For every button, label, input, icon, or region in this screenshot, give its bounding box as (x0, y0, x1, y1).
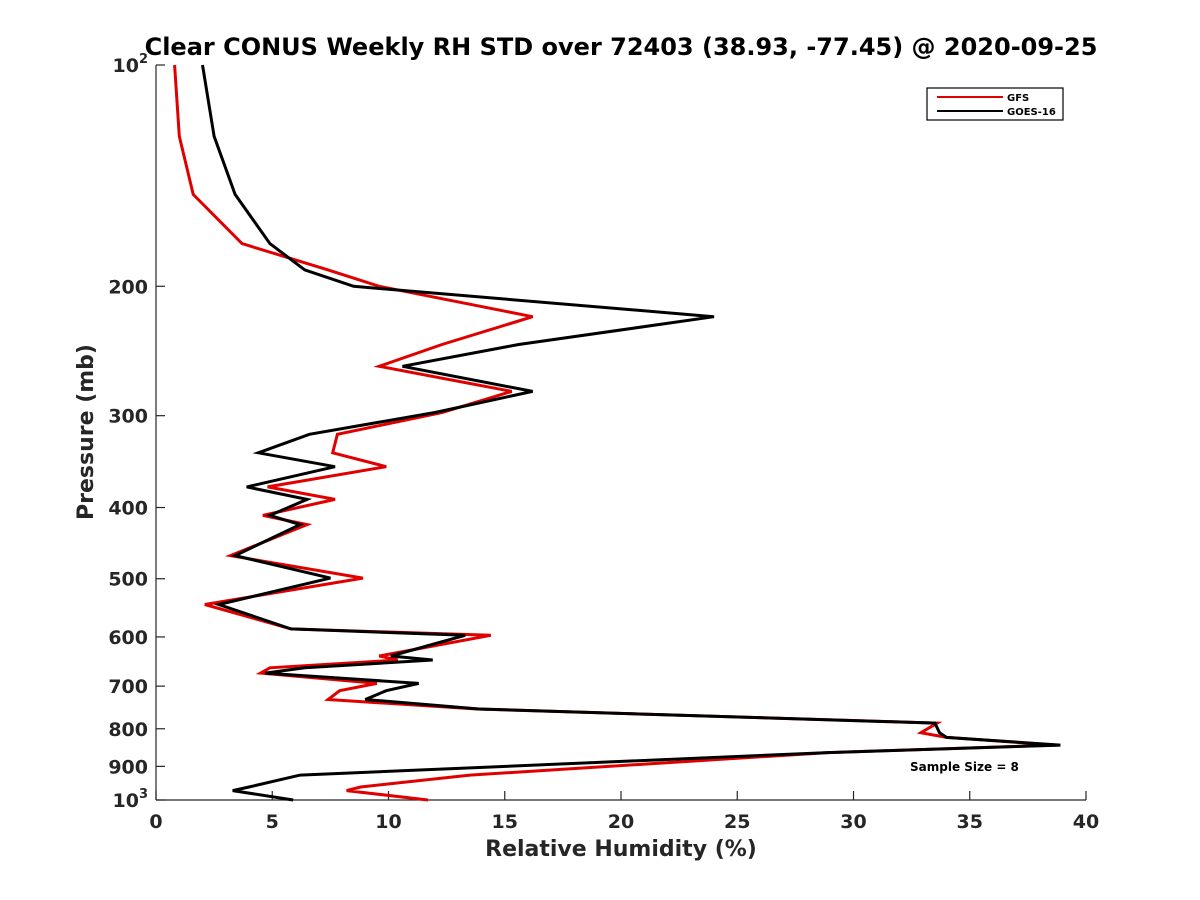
x-ticks: 0 5 10 15 20 25 30 35 40 (149, 791, 1099, 833)
y-tick-label-1000: 103 (113, 787, 149, 812)
y-tick-label-700: 700 (108, 676, 148, 698)
x-tick-label-40: 40 (1073, 811, 1099, 833)
y-tick-label-200: 200 (108, 276, 148, 298)
sample-size-annotation: Sample Size = 8 (910, 760, 1019, 774)
x-tick-label-30: 30 (840, 811, 866, 833)
x-tick-label-25: 25 (724, 811, 750, 833)
axes (155, 65, 1086, 801)
x-tick-label-15: 15 (492, 811, 518, 833)
y-tick-label-600: 600 (108, 627, 148, 649)
x-tick-label-5: 5 (266, 811, 279, 833)
y-axis-label: Pressure (mb) (74, 344, 99, 520)
x-tick-label-0: 0 (149, 811, 162, 833)
series-lines (173, 64, 1061, 802)
y-tick-label-800: 800 (108, 719, 148, 741)
series-line-goes-16 (201, 64, 1061, 802)
legend: GFS GOES-16 (926, 87, 1064, 121)
legend-label-goes-16: GOES-16 (1007, 107, 1056, 118)
series-line-gfs (173, 64, 1056, 802)
y-tick-label-400: 400 (108, 498, 148, 520)
x-tick-label-35: 35 (957, 811, 983, 833)
x-axis-label: Relative Humidity (%) (485, 837, 757, 862)
legend-box (926, 87, 1064, 121)
y-tick-label-100: 102 (113, 52, 149, 77)
x-tick-label-20: 20 (608, 811, 634, 833)
y-tick-label-900: 900 (108, 756, 148, 778)
y-tick-label-500: 500 (108, 569, 148, 591)
chart-title: Clear CONUS Weekly RH STD over 72403 (38… (145, 33, 1098, 61)
y-ticks: 102 200 300 400 500 600 700 800 900 103 (108, 52, 165, 812)
x-tick-label-10: 10 (375, 811, 401, 833)
legend-label-gfs: GFS (1007, 93, 1029, 104)
y-tick-label-300: 300 (108, 406, 148, 428)
